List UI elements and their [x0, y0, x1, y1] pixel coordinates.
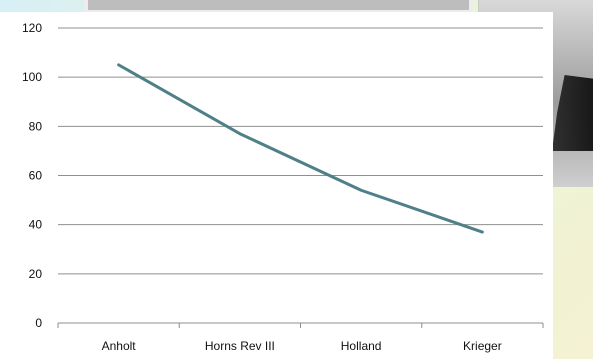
x-tick-label-horns-rev-iii: Horns Rev III [205, 339, 275, 353]
x-tick-label-holland: Holland [341, 339, 382, 353]
data-points [116, 62, 485, 234]
x-tick-label-anholt: Anholt [102, 339, 137, 353]
y-tick-label-20: 20 [29, 267, 43, 281]
y-tick-label-40: 40 [29, 218, 43, 232]
chart-card: 0 20 40 60 80 100 120 Anholt Horns Rev III Holla… [0, 12, 553, 359]
y-tick-label-0: 0 [35, 316, 42, 330]
axis-lines [57, 322, 544, 328]
x-axis-ticks: Anholt Horns Rev III Holland Krieger [102, 339, 502, 353]
y-tick-label-100: 100 [22, 70, 42, 84]
y-tick-label-80: 80 [29, 119, 43, 133]
top-strip-inner [88, 0, 469, 10]
series-line [117, 63, 484, 234]
y-tick-label-120: 120 [22, 21, 42, 35]
line-chart: 0 20 40 60 80 100 120 Anholt Horns Rev III Holla… [22, 21, 544, 353]
y-tick-label-60: 60 [29, 169, 43, 183]
photo-dark-shape [552, 75, 593, 151]
x-tick-label-krieger: Krieger [463, 339, 502, 353]
y-axis-ticks: 0 20 40 60 80 100 120 [22, 21, 42, 330]
series-group [117, 63, 484, 234]
